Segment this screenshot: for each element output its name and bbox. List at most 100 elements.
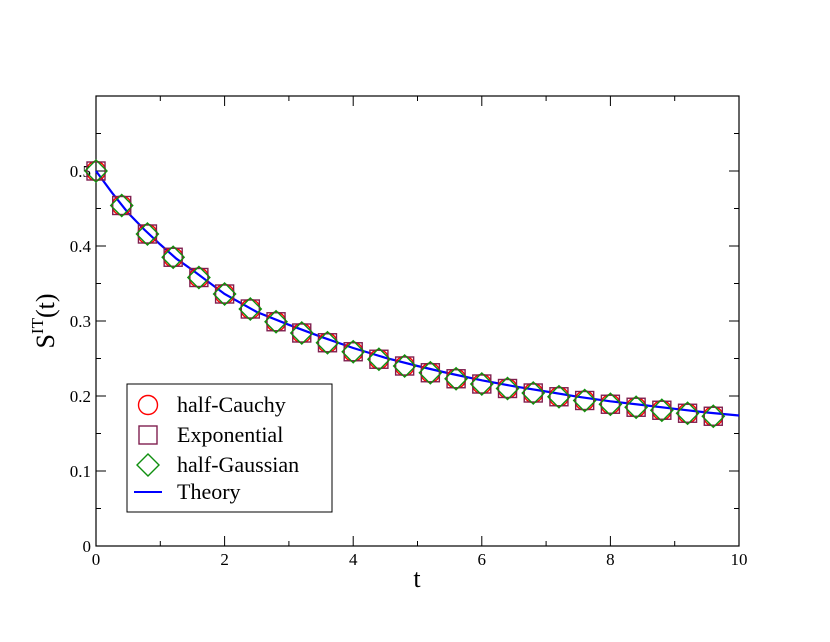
x-tick-labels: 0 2 4 6 8 10 bbox=[92, 550, 748, 569]
half-cauchy-point bbox=[600, 394, 621, 415]
half-gaussian-point bbox=[521, 381, 546, 405]
legend-box bbox=[126, 383, 333, 513]
exponential-point bbox=[472, 374, 492, 394]
marker-series bbox=[84, 159, 726, 429]
half-cauchy-point bbox=[523, 382, 544, 404]
half-gaussian-point bbox=[392, 354, 417, 378]
half-cauchy-point bbox=[394, 355, 415, 377]
exponential-point bbox=[652, 400, 672, 420]
exponential-point bbox=[600, 394, 621, 414]
y-axis-title: SIT(t) bbox=[28, 293, 60, 348]
half-gaussian-point bbox=[135, 222, 160, 246]
legend-marker-half-cauchy bbox=[137, 394, 159, 416]
exponential-point bbox=[163, 247, 183, 267]
legend-label-half-gaussian: half-Gaussian bbox=[177, 452, 299, 477]
half-gaussian-point bbox=[264, 309, 289, 334]
half-gaussian-point bbox=[469, 372, 494, 396]
exponential-point bbox=[574, 390, 595, 411]
legend-label-half-cauchy: half-Cauchy bbox=[177, 392, 286, 417]
exponential-point bbox=[266, 312, 286, 332]
half-cauchy-point bbox=[497, 378, 518, 399]
half-gaussian-point bbox=[649, 398, 674, 423]
half-cauchy-point bbox=[677, 403, 698, 424]
exponential-point bbox=[240, 299, 261, 319]
half-gaussian-point bbox=[701, 404, 726, 429]
x-tick-label: 4 bbox=[349, 550, 358, 569]
half-gaussian-point bbox=[366, 347, 391, 372]
legend-marker-exponential bbox=[138, 425, 158, 445]
exponential-point bbox=[189, 267, 209, 288]
exponential-point bbox=[86, 161, 106, 181]
x-axis-title: t bbox=[413, 564, 421, 593]
half-gaussian-point bbox=[546, 384, 571, 409]
exponential-point bbox=[703, 406, 723, 426]
exponential-point bbox=[394, 356, 415, 376]
theory-line bbox=[95, 170, 740, 417]
half-gaussian-point bbox=[495, 376, 520, 401]
exponential-point bbox=[214, 284, 235, 304]
legend-marker-half-gaussian bbox=[136, 453, 160, 477]
half-gaussian-point bbox=[572, 388, 597, 413]
exponential-point bbox=[317, 333, 338, 353]
x-tick-label: 10 bbox=[731, 550, 748, 569]
half-gaussian-point bbox=[444, 366, 469, 391]
exponential-point bbox=[292, 323, 312, 343]
half-gaussian-point bbox=[315, 330, 340, 355]
y-tick-label: 0 bbox=[83, 537, 92, 556]
half-cauchy-point bbox=[574, 390, 595, 411]
half-cauchy-point bbox=[420, 362, 441, 383]
legend-label-theory: Theory bbox=[177, 479, 241, 504]
exponential-point bbox=[626, 397, 646, 417]
half-gaussian-point bbox=[289, 321, 314, 345]
x-tick-label: 2 bbox=[220, 550, 229, 569]
half-gaussian-point bbox=[341, 339, 366, 364]
y-axis-title-sup: IT bbox=[28, 317, 47, 334]
y-tick-label: 0.1 bbox=[70, 462, 91, 481]
half-gaussian-point bbox=[238, 297, 263, 321]
half-gaussian-point bbox=[624, 395, 649, 420]
half-cauchy-point bbox=[188, 267, 210, 288]
half-gaussian-point bbox=[598, 392, 623, 417]
axis-ticks bbox=[95, 95, 740, 547]
exponential-point bbox=[549, 387, 569, 407]
exponential-point bbox=[137, 224, 158, 244]
half-cauchy-point bbox=[548, 386, 570, 407]
half-gaussian-point bbox=[418, 360, 443, 385]
y-axis-title-suffix: (t) bbox=[31, 293, 60, 318]
y-tick-labels: 0 0.1 0.2 0.3 0.4 0.5 bbox=[70, 162, 92, 556]
legend: half-Cauchy Exponential half-Gaussian Th… bbox=[126, 383, 333, 513]
exponential-point bbox=[446, 369, 466, 389]
half-gaussian-point bbox=[84, 159, 108, 183]
exponential-point bbox=[420, 363, 441, 383]
half-gaussian-point bbox=[212, 282, 237, 306]
y-tick-label: 0.3 bbox=[70, 312, 91, 331]
exponential-point bbox=[677, 403, 698, 423]
exponential-point bbox=[497, 378, 518, 399]
half-cauchy-point bbox=[651, 400, 673, 421]
exponential-point bbox=[343, 342, 363, 362]
y-tick-label: 0.5 bbox=[70, 162, 91, 181]
half-gaussian-point bbox=[161, 245, 186, 270]
half-cauchy-point bbox=[471, 373, 492, 395]
half-cauchy-point bbox=[625, 397, 647, 418]
theory-series bbox=[95, 170, 740, 417]
legend-label-exponential: Exponential bbox=[177, 422, 283, 447]
half-gaussian-point bbox=[109, 193, 134, 218]
x-tick-label: 6 bbox=[478, 550, 487, 569]
half-gaussian-point bbox=[675, 401, 700, 426]
exponential-point bbox=[523, 383, 543, 403]
y-tick-label: 0.2 bbox=[70, 387, 91, 406]
half-cauchy-point bbox=[703, 406, 724, 427]
half-cauchy-point bbox=[368, 349, 390, 370]
x-tick-label: 0 bbox=[92, 550, 101, 569]
exponential-point bbox=[112, 195, 132, 216]
exponential-point bbox=[369, 349, 389, 369]
y-tick-label: 0.4 bbox=[70, 237, 92, 256]
x-tick-label: 8 bbox=[606, 550, 615, 569]
half-cauchy-point bbox=[317, 332, 338, 353]
half-cauchy-point bbox=[445, 368, 467, 389]
half-cauchy-point bbox=[343, 341, 364, 362]
half-gaussian-point bbox=[186, 265, 211, 290]
y-axis-title-base: S bbox=[31, 334, 60, 348]
